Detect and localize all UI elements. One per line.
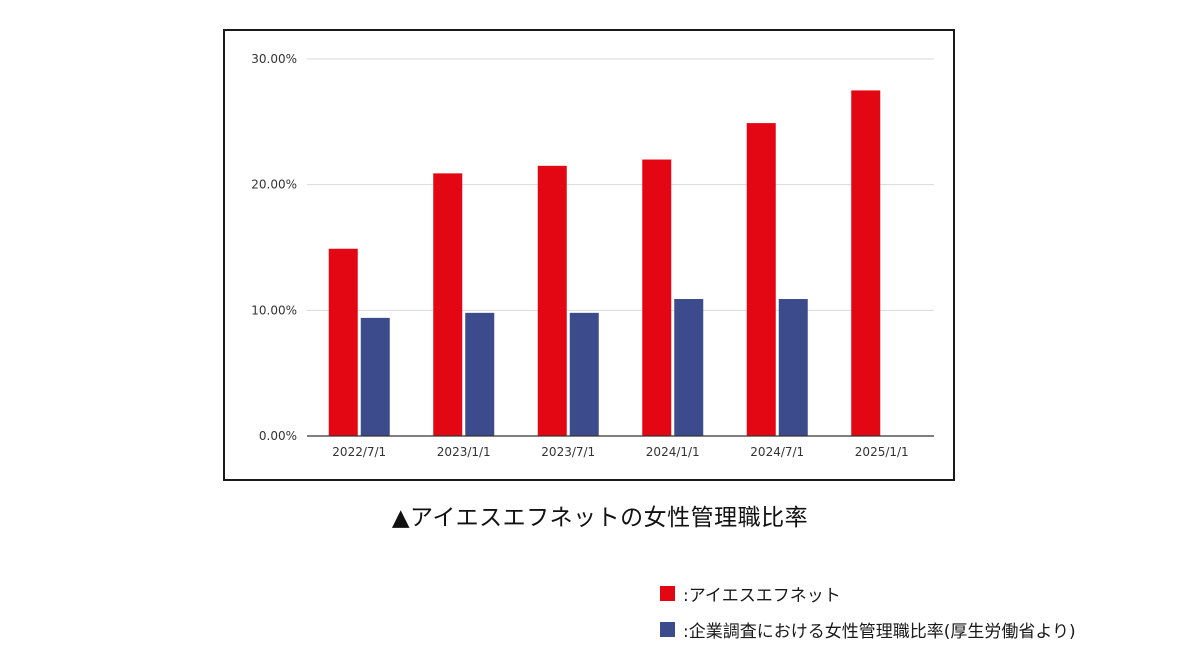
- legend-swatch-red: [660, 585, 675, 601]
- bar-isfnet: [328, 248, 358, 436]
- y-tick-label: 20.00%: [251, 178, 297, 192]
- legend-item-survey: :企業調査における女性管理職比率(厚生労働省より): [660, 611, 1076, 647]
- chart-frame: 0.00% 10.00% 20.00% 30.00% 2022/7/1 2023/1/1 2…: [223, 29, 955, 481]
- y-tick-label: 10.00%: [251, 303, 297, 317]
- y-tick-label: 30.00%: [251, 52, 297, 66]
- legend-item-isfnet: :アイエスエフネット: [660, 575, 1076, 611]
- x-tick-label: 2024/7/1: [750, 445, 804, 459]
- bar-survey: [465, 312, 495, 436]
- x-tick-label: 2023/1/1: [437, 445, 491, 459]
- bar-isfnet: [746, 123, 776, 436]
- legend: :アイエスエフネット :企業調査における女性管理職比率(厚生労働省より): [660, 575, 1076, 647]
- bar-survey: [778, 299, 808, 436]
- bar-survey: [674, 299, 704, 436]
- bar-survey: [360, 317, 390, 436]
- y-tick-label: 0.00%: [259, 429, 297, 443]
- x-tick-label: 2025/1/1: [855, 445, 909, 459]
- chart-caption: ▲アイエスエフネットの女性管理職比率: [391, 505, 809, 531]
- x-tick-label: 2022/7/1: [332, 445, 386, 459]
- legend-swatch-blue: [660, 621, 675, 637]
- legend-label-isfnet: :アイエスエフネット: [683, 585, 841, 606]
- bar-isfnet: [537, 165, 567, 437]
- bar-isfnet: [642, 159, 672, 437]
- x-tick-label: 2023/7/1: [541, 445, 595, 459]
- legend-label-survey: :企業調査における女性管理職比率(厚生労働省より): [683, 621, 1076, 642]
- bar-isfnet: [851, 90, 881, 436]
- bar-chart: 0.00% 10.00% 20.00% 30.00% 2022/7/1 2023/1/1 2…: [251, 52, 934, 459]
- bar-survey: [569, 312, 599, 436]
- x-tick-label: 2024/1/1: [646, 445, 700, 459]
- bar-isfnet: [433, 173, 463, 436]
